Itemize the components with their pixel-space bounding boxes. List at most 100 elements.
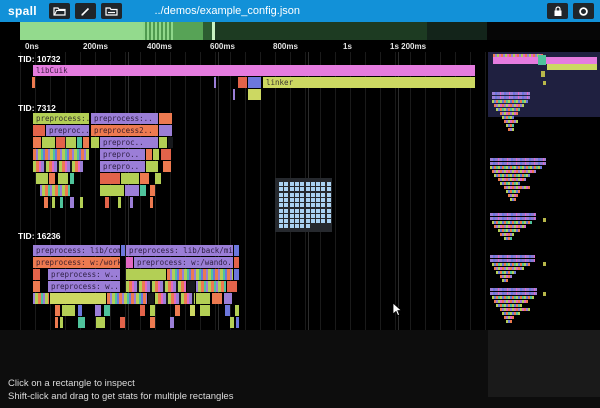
flame-bar[interactable] — [148, 293, 154, 304]
flame-bar[interactable] — [121, 245, 125, 256]
flame-bar[interactable] — [163, 161, 171, 172]
flame-bar[interactable] — [52, 197, 55, 208]
flame-bar[interactable] — [91, 137, 99, 148]
flame-bar[interactable] — [32, 77, 35, 88]
flame-bar[interactable]: linker — [263, 77, 475, 88]
flame-bar[interactable] — [105, 197, 109, 208]
flame-bar[interactable] — [230, 317, 234, 328]
flame-bar[interactable] — [146, 161, 158, 172]
flame-bar[interactable] — [155, 173, 161, 184]
flame-bar[interactable] — [33, 269, 40, 280]
flame-bar[interactable] — [168, 137, 173, 148]
flame-bar[interactable] — [248, 77, 261, 88]
flame-bar[interactable]: preproc.. — [46, 125, 89, 136]
flame-bar[interactable] — [238, 77, 247, 88]
flame-bar[interactable] — [126, 269, 166, 280]
flame-bar[interactable] — [40, 185, 70, 196]
flame-bar[interactable]: preprocess: lib/back/mi.. — [126, 245, 233, 256]
flame-bar[interactable] — [78, 305, 82, 316]
flame-bar[interactable] — [161, 149, 171, 160]
flame-bar[interactable] — [224, 293, 232, 304]
flame-bar[interactable] — [248, 89, 261, 100]
flame-bar[interactable] — [153, 149, 159, 160]
flame-bar[interactable] — [70, 173, 74, 184]
flame-bar[interactable] — [70, 197, 74, 208]
flame-bar[interactable] — [55, 317, 58, 328]
flame-bar[interactable]: preproc.. — [100, 137, 158, 148]
flame-bar[interactable]: preprocess: w.. — [48, 281, 120, 292]
flame-bar[interactable] — [78, 317, 85, 328]
flame-bar[interactable]: preprocess: lib/com.. — [33, 245, 120, 256]
flame-bar[interactable]: preprocess: w:/wando.. — [134, 257, 233, 268]
flame-bar[interactable] — [66, 137, 76, 148]
flame-bar[interactable] — [55, 305, 60, 316]
flame-bar[interactable] — [33, 161, 83, 172]
flame-bar[interactable] — [196, 281, 226, 292]
flame-bar[interactable]: prepro.. — [100, 161, 145, 172]
flame-bar[interactable] — [95, 305, 101, 316]
flame-bar[interactable] — [36, 173, 48, 184]
flame-bar[interactable] — [126, 281, 186, 292]
flame-bar[interactable] — [159, 125, 172, 136]
flame-bar[interactable] — [96, 317, 105, 328]
flame-bar[interactable] — [33, 149, 89, 160]
flame-bar[interactable] — [234, 245, 239, 256]
flame-bar[interactable] — [227, 281, 237, 292]
flame-bar[interactable]: preprocess:.. — [33, 113, 89, 124]
flame-bar[interactable]: preprocess: w.. — [48, 269, 120, 280]
flame-bar[interactable] — [150, 185, 155, 196]
flame-bar[interactable] — [49, 173, 55, 184]
flame-bar[interactable] — [42, 137, 55, 148]
flame-bar[interactable]: preprocess: w:/work.. — [33, 257, 120, 268]
flame-bar[interactable] — [118, 197, 121, 208]
flame-bar[interactable] — [58, 173, 68, 184]
flame-bar[interactable] — [187, 281, 195, 292]
flame-bar[interactable] — [80, 197, 83, 208]
flame-bar[interactable] — [44, 197, 48, 208]
flame-bar[interactable] — [200, 305, 210, 316]
flame-bar[interactable] — [159, 113, 172, 124]
flame-bar[interactable] — [140, 185, 146, 196]
flame-bar[interactable] — [167, 269, 233, 280]
flame-bar[interactable] — [233, 89, 235, 100]
flame-bar[interactable] — [150, 317, 155, 328]
flame-bar[interactable] — [107, 293, 147, 304]
import-button[interactable] — [100, 3, 122, 19]
flame-bar[interactable] — [225, 305, 230, 316]
flame-bar[interactable] — [62, 305, 75, 316]
lock-button[interactable] — [547, 3, 568, 19]
flame-bar[interactable] — [159, 137, 167, 148]
selection-grid-panel[interactable] — [275, 178, 332, 232]
flame-bar[interactable] — [77, 137, 82, 148]
flame-bar[interactable] — [140, 305, 145, 316]
flame-bar[interactable] — [190, 305, 195, 316]
settings-button[interactable] — [573, 3, 594, 19]
flame-bar[interactable] — [140, 173, 149, 184]
edit-button[interactable] — [74, 3, 96, 19]
flame-bar[interactable] — [234, 269, 239, 280]
flame-bar[interactable] — [234, 257, 239, 268]
flame-bar[interactable] — [33, 293, 49, 304]
flame-bar[interactable] — [150, 305, 155, 316]
flame-bar[interactable] — [121, 173, 139, 184]
flame-bar[interactable] — [125, 185, 139, 196]
flame-bar[interactable] — [33, 137, 41, 148]
flame-bar[interactable] — [236, 317, 239, 328]
flame-bar[interactable] — [212, 293, 222, 304]
flame-bar[interactable] — [130, 197, 133, 208]
flame-bar[interactable] — [50, 293, 106, 304]
flame-bar[interactable] — [104, 305, 110, 316]
flame-bar[interactable] — [100, 173, 120, 184]
flame-bar[interactable] — [175, 305, 180, 316]
open-file-button[interactable] — [48, 3, 70, 19]
flame-bar[interactable] — [170, 317, 174, 328]
flame-bar[interactable] — [83, 137, 89, 148]
flame-bar[interactable] — [196, 293, 210, 304]
flame-bar[interactable] — [56, 137, 65, 148]
flame-bar[interactable] — [120, 317, 125, 328]
flame-bar[interactable] — [150, 197, 153, 208]
flame-bar[interactable] — [146, 149, 152, 160]
flame-bar[interactable] — [100, 185, 124, 196]
flame-bar[interactable]: prepro.. — [100, 149, 145, 160]
flame-bar[interactable] — [126, 257, 133, 268]
